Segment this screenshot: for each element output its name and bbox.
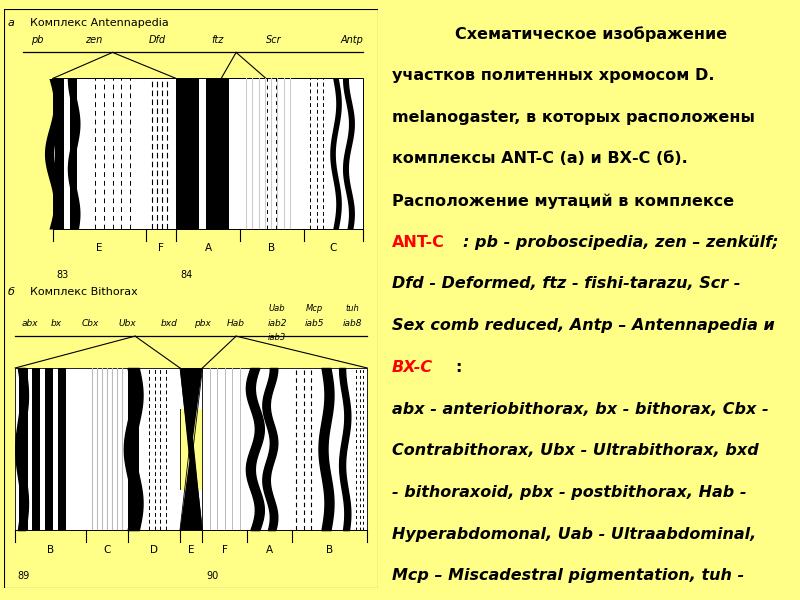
Text: F: F — [222, 545, 228, 554]
Bar — [58, 368, 66, 530]
Text: B: B — [47, 545, 54, 554]
Polygon shape — [180, 490, 202, 530]
Text: Hyperabdomonal, Uab - Ultraabdominal,: Hyperabdomonal, Uab - Ultraabdominal, — [392, 527, 756, 542]
Text: zen: zen — [86, 35, 102, 45]
Text: Dfd - Deformed, ftz - fishi-tarazu, Scr -: Dfd - Deformed, ftz - fishi-tarazu, Scr … — [392, 277, 741, 292]
Bar — [53, 79, 363, 229]
Text: a: a — [8, 17, 14, 28]
Text: ANT-C: ANT-C — [392, 235, 445, 250]
Text: E: E — [96, 244, 102, 253]
Text: D: D — [150, 545, 158, 554]
Bar — [32, 368, 39, 530]
Text: Dfd: Dfd — [149, 35, 166, 45]
Text: 90: 90 — [206, 571, 218, 581]
Text: - bithoraxoid, pbx - postbithorax, Hab -: - bithoraxoid, pbx - postbithorax, Hab - — [392, 485, 746, 500]
Text: iab8: iab8 — [342, 319, 362, 328]
Bar — [19, 368, 28, 530]
Text: bx: bx — [51, 319, 62, 328]
Text: 89: 89 — [17, 571, 30, 581]
Text: E: E — [188, 545, 194, 554]
Text: участков политенных хромосом D.: участков политенных хромосом D. — [392, 68, 714, 83]
Text: Sex comb reduced, Antp – Antennapedia и: Sex comb reduced, Antp – Antennapedia и — [392, 318, 775, 333]
Bar — [45, 368, 53, 530]
Text: bxd: bxd — [160, 319, 177, 328]
Text: pbx: pbx — [194, 319, 211, 328]
Text: Cbx: Cbx — [82, 319, 98, 328]
Text: Расположение мутаций в комплексе: Расположение мутаций в комплексе — [392, 193, 734, 209]
Text: Mcp – Miscadestral pigmentation, tuh -: Mcp – Miscadestral pigmentation, tuh - — [392, 568, 744, 583]
Text: B: B — [326, 545, 334, 554]
Text: Hab: Hab — [227, 319, 245, 328]
Polygon shape — [180, 368, 202, 409]
Bar — [127, 368, 138, 530]
Text: Комплекс Bithorax: Комплекс Bithorax — [30, 287, 138, 297]
Text: Contrabithorax, Ubx - Ultrabithorax, bxd: Contrabithorax, Ubx - Ultrabithorax, bxd — [392, 443, 759, 458]
Text: Схематическое изображение: Схематическое изображение — [455, 26, 727, 42]
Text: abx - anteriobithorax, bx - bithorax, Cbx -: abx - anteriobithorax, bx - bithorax, Cb… — [392, 401, 769, 416]
Text: Uab: Uab — [269, 304, 286, 313]
Text: 83: 83 — [57, 269, 69, 280]
Text: Antp: Antp — [341, 35, 364, 45]
Text: A: A — [266, 545, 274, 554]
Text: комплексы ANT-C (а) и ВХ-С (б).: комплексы ANT-C (а) и ВХ-С (б). — [392, 151, 688, 166]
Text: iab2: iab2 — [267, 319, 287, 328]
Text: tuh: tuh — [346, 304, 359, 313]
Text: pb: pb — [31, 35, 44, 45]
Bar — [202, 368, 367, 530]
Text: ftz: ftz — [211, 35, 223, 45]
Text: : pb - proboscipedia, zen – zenkülf;: : pb - proboscipedia, zen – zenkülf; — [463, 235, 778, 250]
Text: Ubx: Ubx — [118, 319, 137, 328]
Text: F: F — [158, 244, 164, 253]
Bar — [70, 79, 77, 229]
Polygon shape — [180, 368, 202, 530]
Text: iab5: iab5 — [305, 319, 325, 328]
Bar — [15, 368, 180, 530]
Text: C: C — [103, 545, 110, 554]
Text: C: C — [330, 244, 337, 253]
Text: Комплекс Antennapedia: Комплекс Antennapedia — [30, 17, 169, 28]
Text: б: б — [8, 287, 14, 297]
Bar — [54, 79, 64, 229]
Bar — [176, 79, 198, 229]
Text: abx: abx — [22, 319, 38, 328]
Text: Scr: Scr — [266, 35, 282, 45]
Text: iab3: iab3 — [268, 333, 286, 342]
Text: melanogaster, в которых расположены: melanogaster, в которых расположены — [392, 110, 755, 125]
Text: B: B — [268, 244, 275, 253]
Bar — [206, 79, 229, 229]
Text: A: A — [205, 244, 212, 253]
Text: BX-C: BX-C — [392, 360, 433, 375]
Text: :: : — [455, 360, 462, 375]
Text: 84: 84 — [180, 269, 192, 280]
Text: Mcp: Mcp — [306, 304, 323, 313]
